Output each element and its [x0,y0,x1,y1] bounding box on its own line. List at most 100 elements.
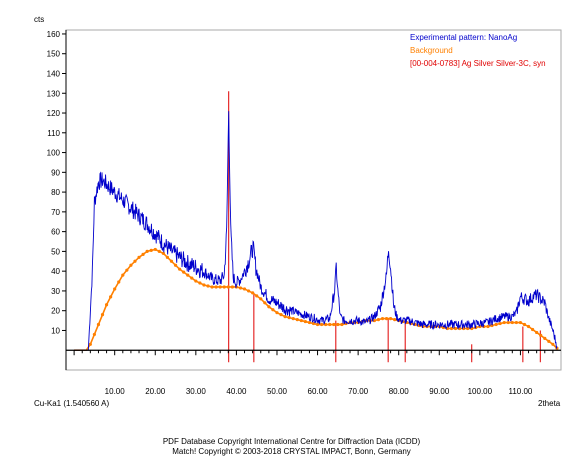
background-marker [96,322,101,327]
background-marker [218,285,222,289]
y-tick-label: 90 [51,168,60,177]
background-marker [315,322,320,327]
x-tick-label: 110.00 [508,387,532,396]
background-marker [490,323,494,328]
background-marker [251,291,255,295]
plot-frame [65,29,562,371]
background-marker [372,318,376,323]
footer-match-copyright: Match! Copyright © 2003-2018 CRYSTAL IMP… [172,447,411,456]
background-marker [125,268,129,272]
background-marker [104,303,109,307]
background-marker [539,333,543,338]
background-marker [88,342,92,346]
background-marker [279,313,283,317]
background-marker [137,255,141,259]
y-tick-label: 110 [47,129,60,138]
x-tick-label: 100.00 [468,387,493,396]
background-marker [311,321,316,326]
background-marker [320,322,324,327]
background-marker [157,249,161,253]
y-tick-label: 140 [47,69,61,78]
x-tick-label: 70.00 [348,387,369,396]
background-marker [129,263,133,267]
background-marker [332,322,336,327]
legend-entry-experimental: Experimental pattern: NanoAg [410,33,517,42]
background-marker [498,321,502,326]
background-marker [502,320,506,325]
background-marker [92,332,97,337]
background-marker [376,317,381,322]
background-marker [324,322,328,327]
background-marker [535,330,539,335]
background-marker [340,322,344,327]
y-tick-label: 60 [51,228,60,237]
x-tick-label: 90.00 [429,387,450,396]
background-marker [453,326,458,331]
background-marker [109,295,113,299]
background-marker [202,283,206,287]
y-tick-label: 20 [51,307,60,316]
background-marker [117,280,121,284]
y-tick-label: 100 [47,149,61,158]
experimental-series-line [74,111,558,351]
background-marker [295,317,299,322]
background-marker [283,315,287,319]
background-marker [178,267,182,271]
background-marker [113,287,117,291]
background-marker [506,320,510,325]
y-tick-label: 160 [47,30,61,39]
y-tick-label: 150 [47,50,61,59]
y-tick-label: 80 [51,188,60,197]
xrd-chart: cts 10 20 30 40 50 60 70 80 90 100 110 120 130 140 150… [34,15,562,408]
background-marker [518,320,523,325]
background-marker [494,322,498,327]
background-marker [551,342,555,346]
background-marker [303,319,307,324]
background-marker [336,322,340,327]
x-tick-label: 20.00 [145,387,166,396]
background-marker [384,317,389,321]
background-marker [161,251,165,255]
background-marker [133,259,137,263]
background-marker [242,287,247,291]
background-marker [259,297,263,301]
background-marker [141,252,145,256]
background-marker [263,301,267,305]
background-marker [173,263,178,267]
background-marker [149,248,153,253]
y-axis-label: cts [34,15,44,24]
y-tick-label: 40 [51,267,60,276]
y-tick-label: 70 [51,208,60,217]
background-marker [210,285,214,289]
x-tick-label: 40.00 [226,387,247,396]
footer-icdd-copyright: PDF Database Copyright International Cen… [162,437,421,446]
background-marker [246,289,251,293]
background-marker [206,284,210,288]
background-marker [380,317,385,321]
background-marker [145,249,149,253]
background-marker [526,324,531,329]
background-marker [543,336,547,340]
background-marker [190,276,194,280]
background-marker [255,294,259,298]
x-tick-label: 30.00 [186,387,207,396]
y-tick-label: 30 [51,287,60,296]
background-marker [186,273,190,277]
background-marker [307,320,312,325]
background-marker [388,317,393,321]
background-marker [299,318,303,323]
background-marker [267,305,271,309]
background-marker [510,320,514,325]
background-marker [271,308,275,312]
background-marker [214,285,218,289]
background-series-line [74,248,558,352]
background-marker [287,316,291,320]
y-tick-label: 10 [51,326,60,335]
background-marker [547,339,551,343]
background-marker [530,327,535,332]
y-tick-label: 120 [47,109,61,118]
background-marker [198,281,202,285]
background-marker [514,320,518,325]
x-tick-label: 80.00 [389,387,410,396]
background-marker [222,285,226,289]
